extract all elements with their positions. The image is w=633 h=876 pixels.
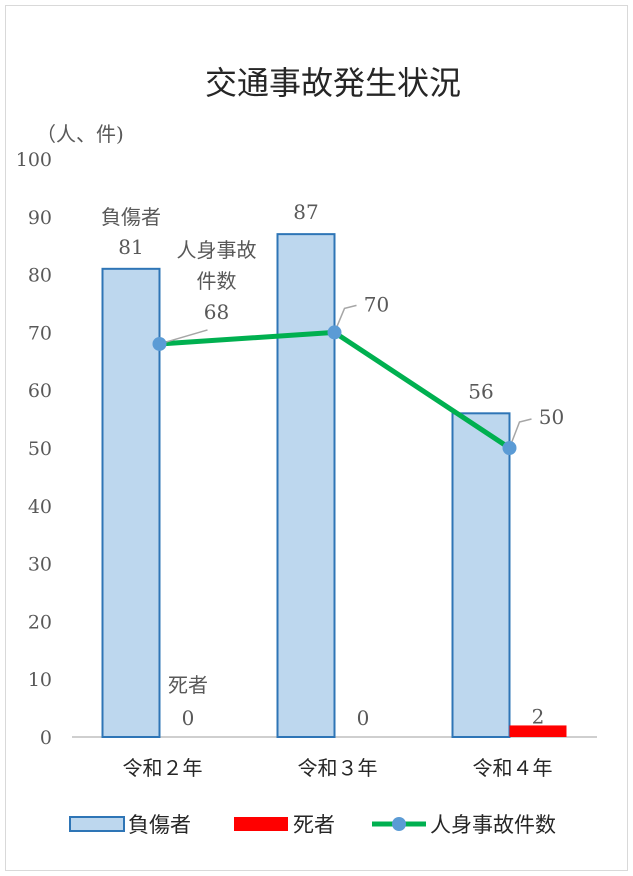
y-tick-label: 30 [28, 554, 52, 576]
y-tick-label: 80 [28, 265, 52, 287]
data-label-leader [333, 304, 357, 333]
data-label-accidents: 70 [364, 292, 389, 316]
line-accidents-marker [152, 336, 167, 351]
data-label-injured: 87 [293, 200, 318, 224]
chart-title: 交通事故発生状況 [205, 64, 461, 102]
data-label-injured: 56 [468, 379, 493, 403]
y-axis-label: （人、件) [36, 122, 124, 146]
y-tick-label: 70 [28, 322, 52, 344]
line-accidents-marker [327, 325, 342, 340]
x-tick-label: 令和４年 [473, 756, 553, 780]
bar-injured [276, 233, 336, 738]
data-label-deaths: 0 [357, 706, 370, 730]
legend-label-deaths: 死者 [293, 813, 335, 837]
y-tick-label: 20 [28, 611, 52, 633]
legend-label-injured: 負傷者 [128, 813, 191, 837]
data-label-leader [159, 329, 208, 345]
y-tick-label: 60 [28, 380, 52, 402]
y-tick-label: 0 [40, 727, 52, 749]
y-tick-label: 90 [28, 207, 52, 229]
legend: 負傷者 死者 人身事故件数 [69, 813, 556, 837]
legend-swatch-deaths [234, 817, 288, 831]
y-tick-label: 10 [28, 669, 52, 691]
x-tick-label: 令和２年 [123, 756, 203, 780]
annotation-accidents: 人身事故 [177, 238, 257, 262]
legend-swatch-accidents-marker [392, 817, 406, 831]
annotation-injured: 負傷者 [101, 205, 161, 229]
bar-injured [101, 267, 161, 738]
legend-label-accidents: 人身事故件数 [430, 813, 556, 837]
data-label-accidents: 68 [204, 300, 229, 324]
legend-swatch-injured [69, 816, 125, 832]
y-tick-label: 50 [28, 438, 52, 460]
annotation-deaths: 死者 [168, 673, 208, 697]
line-accidents-marker [502, 441, 517, 455]
data-label-deaths: 0 [182, 706, 195, 730]
y-tick-label: 40 [28, 496, 52, 518]
annotation-accidents: 件数 [197, 269, 237, 293]
x-tick-label: 令和３年 [298, 756, 378, 780]
bar-deaths [509, 725, 567, 737]
data-label-injured: 81 [118, 235, 143, 259]
bar-injured [451, 412, 511, 738]
data-label-accidents: 50 [539, 405, 564, 429]
data-label-deaths: 2 [532, 704, 545, 728]
y-tick-label: 100 [16, 149, 52, 171]
chart-frame [5, 5, 628, 871]
data-label-leader [508, 418, 532, 449]
